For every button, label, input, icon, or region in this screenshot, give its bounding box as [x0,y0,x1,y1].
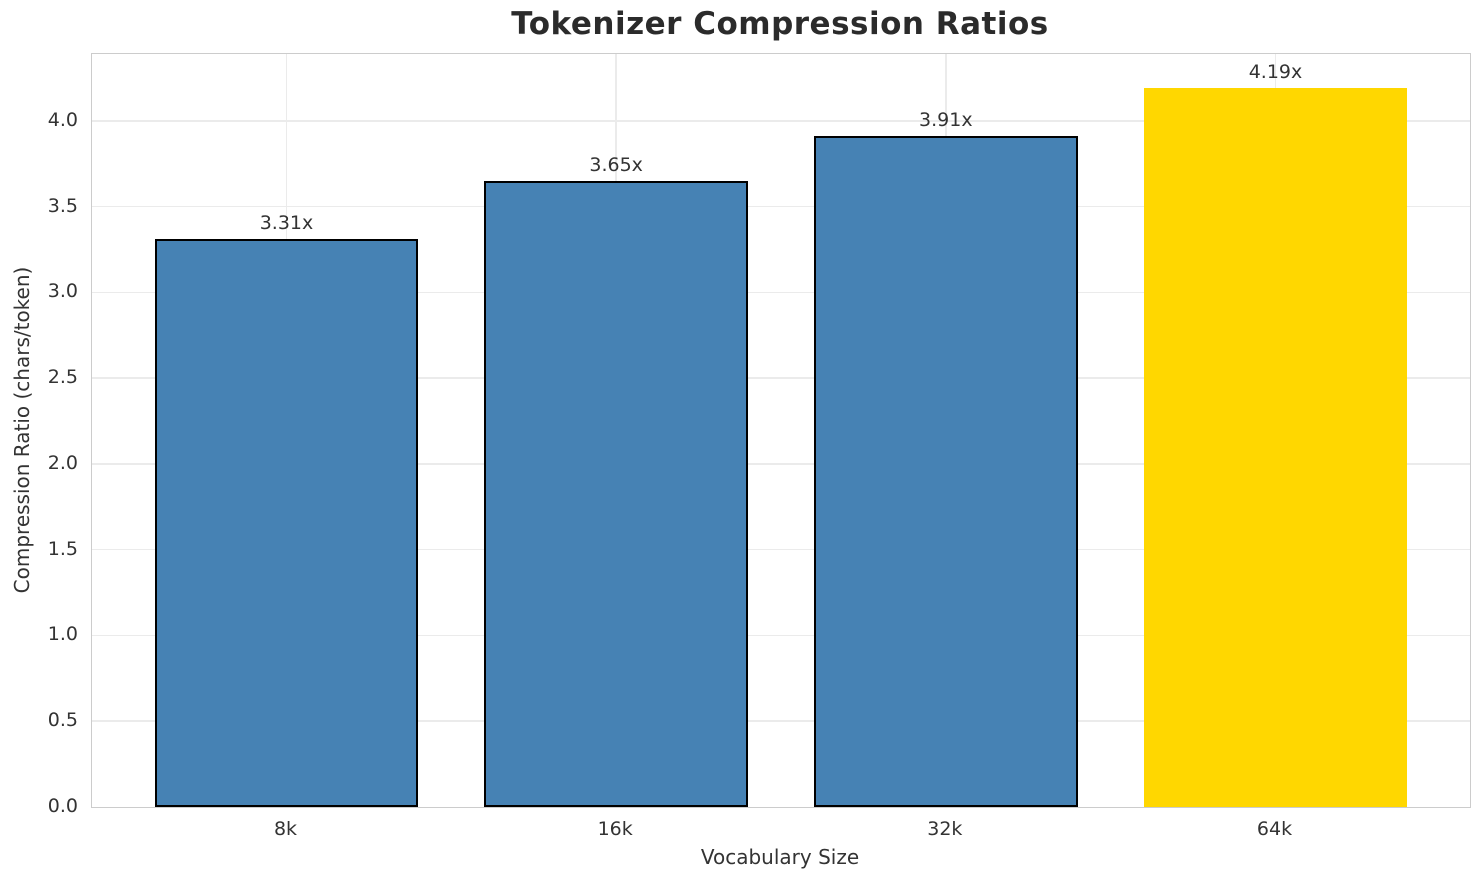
bar-value-label: 3.91x [919,109,973,132]
y-tick-label: 2.0 [47,451,78,474]
horizontal-gridline [92,120,1470,122]
bar-8k [154,239,419,807]
plot-area: 3.31x 3.65x 3.91x 4.19x [91,53,1471,808]
y-tick-label: 0.0 [47,795,78,817]
y-tick-label: 4.0 [47,108,78,131]
y-tick-label: 2.5 [47,366,78,389]
bar-64k [1143,88,1408,807]
bar-16k [484,180,749,807]
horizontal-gridline [92,463,1470,465]
y-tick-label: 0.5 [47,709,78,732]
horizontal-gridline [92,205,1470,208]
bar-value-label: 3.31x [259,212,314,235]
horizontal-gridline [92,634,1470,637]
y-axis-label: Compression Ratio (chars/token) [10,266,34,594]
bar-32k [813,136,1078,807]
x-tick-label: 16k [597,818,633,840]
horizontal-gridline [92,377,1470,379]
x-tick-label: 8k [273,818,298,840]
x-tick-label: 64k [1256,818,1293,840]
horizontal-gridline [92,548,1470,551]
y-tick-label: 1.5 [47,537,78,560]
x-tick-label: 32k [927,818,963,840]
y-tick-label: 1.0 [47,623,78,646]
horizontal-gridline [92,720,1470,722]
horizontal-gridline [92,291,1470,294]
y-tick-label: 3.5 [47,194,78,217]
x-axis-label: Vocabulary Size [700,845,860,869]
bar-value-label: 4.19x [1248,61,1303,84]
bar-value-label: 3.65x [589,153,643,176]
y-tick-label: 3.0 [47,280,78,303]
chart-title: Tokenizer Compression Ratios [511,6,1049,42]
